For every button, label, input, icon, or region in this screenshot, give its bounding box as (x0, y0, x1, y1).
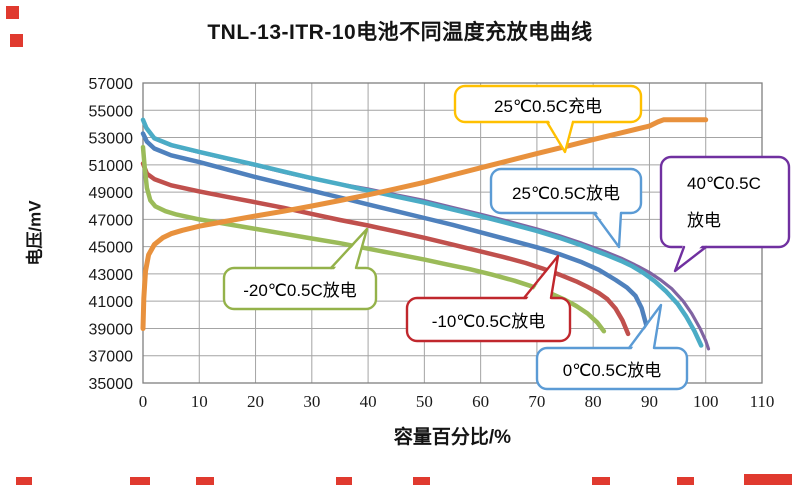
x-tick-label: 60 (472, 392, 489, 411)
callout-box-0c-discharge (535, 346, 689, 391)
callout-tail-edge-25c-discharge (592, 211, 623, 249)
callout-label-line: 放电 (687, 211, 721, 230)
series-curve-discharge-0c (140, 131, 652, 346)
x-tick-label: 80 (585, 392, 602, 411)
callout-minus20c-discharge (222, 227, 378, 311)
series-curve-discharge-minus10c (140, 161, 631, 337)
callout-tail-edge-40c-discharge (673, 245, 708, 273)
red-artifact-mark (196, 477, 214, 485)
x-tick-label: 30 (303, 392, 320, 411)
y-tick-label: 57000 (89, 76, 134, 93)
red-artifact-mark (744, 474, 792, 485)
y-tick-label: 49000 (89, 185, 134, 202)
callout-tail-edge-minus20c-discharge (329, 227, 369, 270)
callout-box-minus10c-discharge (405, 296, 572, 343)
y-tick-label: 51000 (89, 158, 134, 175)
x-tick-label: 110 (750, 392, 775, 411)
callout-label-40c-discharge: 40℃0.5C 放电 (661, 157, 789, 247)
x-axis-title: 容量百分比/% (393, 427, 512, 448)
callout-label-minus10c-discharge: -10℃0.5C放电 (407, 298, 570, 341)
callout-label-0c-discharge: 0℃0.5C放电 (537, 348, 687, 389)
callout-0c-discharge (535, 303, 689, 391)
red-artifact-mark (677, 477, 694, 485)
callout-label-line: 40℃0.5C (687, 174, 761, 193)
y-tick-label: 43000 (89, 267, 134, 284)
callout-label-line: -10℃0.5C放电 (431, 312, 546, 331)
callout-box-40c-discharge (659, 155, 791, 249)
callout-25c-discharge (489, 167, 643, 249)
y-tick-label: 45000 (89, 240, 134, 257)
red-artifact-mark (130, 477, 150, 485)
x-tick-label: 100 (693, 392, 719, 411)
x-tick-label: 40 (360, 392, 377, 411)
callout-tail-25c-discharge (594, 208, 621, 247)
x-tick-label: 20 (247, 392, 264, 411)
callout-box-25c-discharge (489, 167, 643, 215)
callout-minus10c-discharge (405, 254, 572, 343)
red-artifact-mark (6, 6, 19, 19)
y-tick-label: 41000 (89, 294, 134, 311)
series-curve-discharge-25c (140, 117, 704, 348)
red-artifact-mark (336, 477, 352, 485)
y-tick-label: 55000 (89, 103, 134, 120)
callout-box-minus20c-discharge (222, 266, 378, 311)
y-tick-label: 47000 (89, 212, 134, 229)
callout-label-line: -20℃0.5C放电 (243, 281, 357, 300)
y-tick-label: 53000 (89, 131, 134, 148)
callout-label-minus20c-discharge: -20℃0.5C放电 (224, 268, 376, 309)
x-tick-label: 10 (191, 392, 208, 411)
callout-label-line: 25℃0.5C放电 (512, 183, 620, 203)
red-artifact-mark (10, 34, 23, 47)
red-artifact-mark (592, 477, 610, 485)
red-artifact-mark (16, 477, 32, 485)
x-tick-label: 70 (528, 392, 545, 411)
callout-tail-edge-minus10c-discharge (522, 254, 560, 300)
red-artifact-mark (413, 477, 430, 485)
x-tick-label: 50 (416, 392, 433, 411)
y-tick-label: 35000 (89, 376, 134, 393)
series-curve-charge-25c (140, 117, 709, 331)
callout-label-25c-charge: 25℃0.5C充电 (455, 86, 641, 122)
callout-label-line: 0℃0.5C放电 (562, 361, 662, 380)
callout-label-line: 25℃0.5C充电 (494, 96, 602, 116)
x-tick-label: 0 (139, 392, 148, 411)
callout-tail-edge-0c-discharge (627, 303, 663, 350)
y-tick-label: 39000 (89, 321, 134, 338)
x-tick-label: 90 (641, 392, 658, 411)
callout-label-25c-discharge: 25℃0.5C放电 (491, 169, 641, 213)
callout-tail-edge-25c-charge (545, 120, 575, 154)
chart-title: TNL-13-ITR-10电池不同温度充放电曲线 (207, 21, 593, 44)
y-tick-label: 37000 (89, 349, 134, 366)
callout-40c-discharge (659, 155, 791, 273)
callout-25c-charge (453, 84, 643, 154)
